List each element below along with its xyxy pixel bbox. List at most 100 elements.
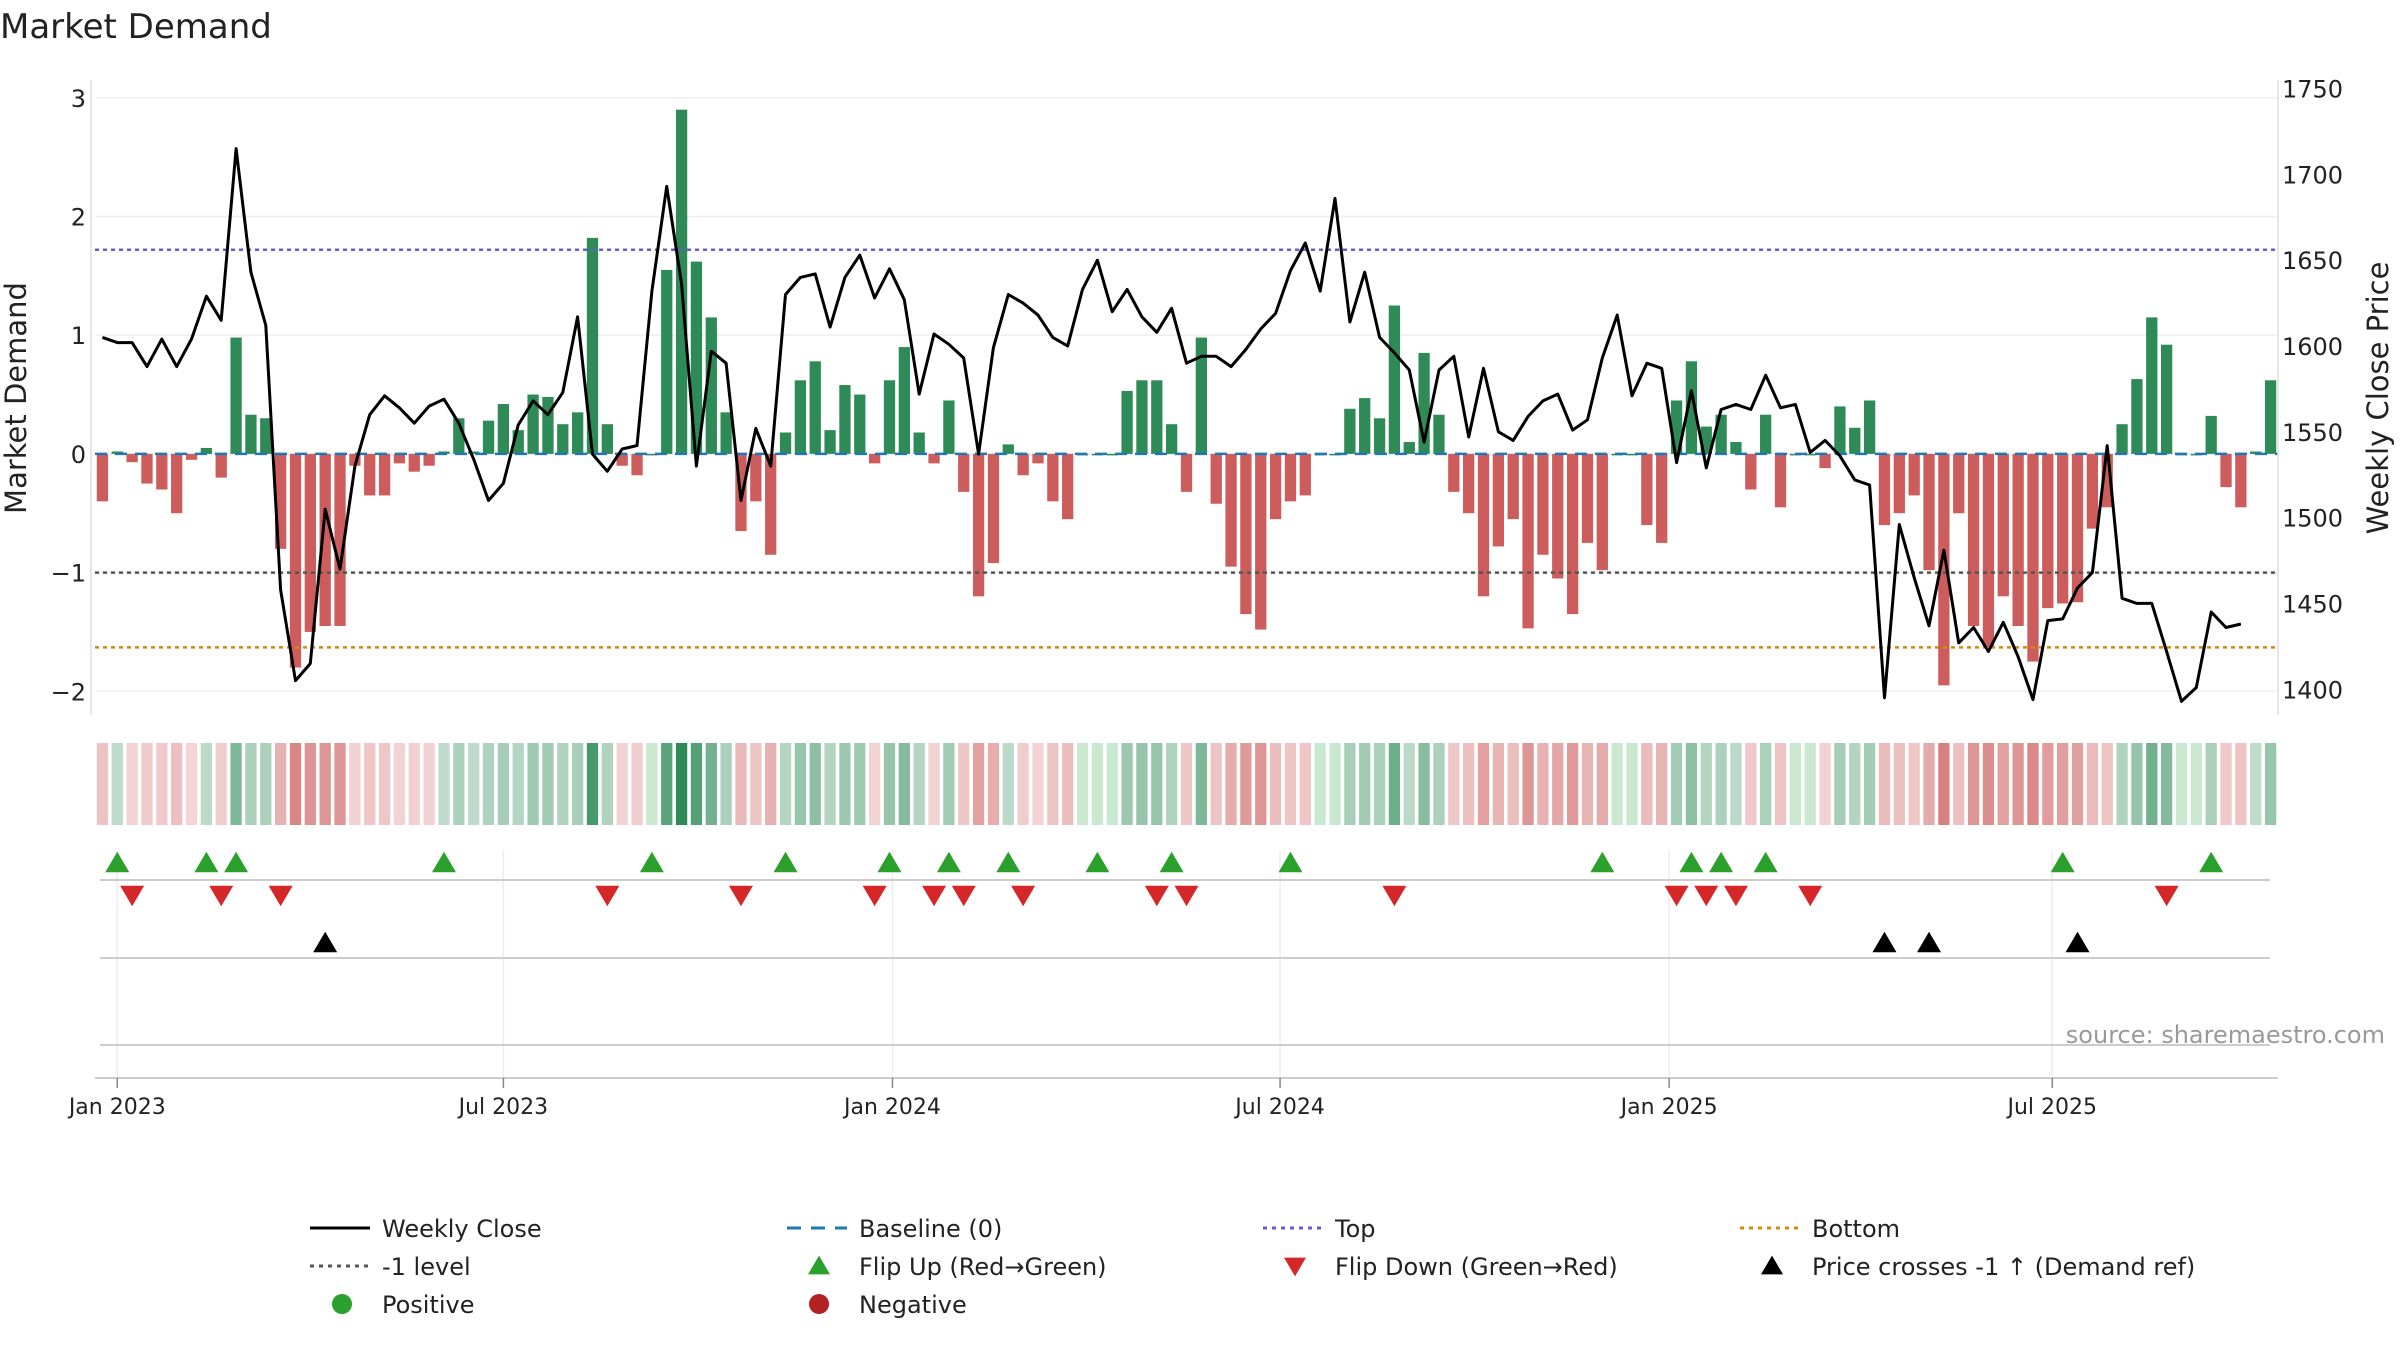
- flip-down-marker: [268, 885, 293, 907]
- demand-tint-cell: [2220, 743, 2232, 825]
- flip-up-marker: [2050, 851, 2075, 873]
- legend-label: Weekly Close: [382, 1215, 542, 1243]
- y2-axis-title: Weekly Close Price: [2361, 262, 2395, 535]
- y-tick-label: 3: [71, 85, 86, 113]
- demand-bar: [2220, 453, 2232, 488]
- legend-label: Negative: [859, 1291, 967, 1319]
- demand-bar: [1997, 453, 2009, 597]
- demand-tint-cell: [1091, 743, 1104, 825]
- demand-tint-cell: [1433, 743, 1445, 825]
- flip-down-marker: [209, 885, 234, 907]
- demand-tint-cell: [1121, 743, 1133, 825]
- y2-tick-label: 1600: [2282, 333, 2343, 361]
- demand-tint-cell: [1195, 743, 1207, 825]
- flip-down-marker: [1011, 885, 1036, 907]
- y-tick-label: 2: [71, 203, 86, 231]
- demand-bar: [1151, 380, 1163, 454]
- demand-tint-cell: [705, 743, 717, 825]
- demand-tint-cell: [111, 743, 123, 825]
- demand-bar: [2027, 453, 2039, 662]
- demand-bar: [1477, 453, 1490, 597]
- demand-tint-cell: [2160, 743, 2173, 825]
- demand-tint-cell: [2086, 743, 2099, 825]
- demand-tint-cell: [1299, 743, 1311, 825]
- demand-bar: [1106, 453, 1118, 456]
- demand-bar: [1255, 453, 1267, 630]
- y2-tick-label: 1750: [2282, 76, 2343, 104]
- demand-tint-cell: [1938, 743, 1950, 825]
- demand-tint-cell: [2235, 743, 2247, 825]
- demand-tint-cell: [2057, 743, 2069, 825]
- demand-tint-cell: [794, 743, 807, 825]
- demand-bar: [1507, 453, 1519, 520]
- demand-tint-cell: [1329, 743, 1341, 825]
- demand-tint-cell: [1210, 743, 1222, 825]
- demand-tint-cell: [304, 743, 316, 825]
- demand-tint-cell: [1982, 743, 1995, 825]
- flip-up-marker: [1159, 851, 1184, 873]
- x-tick-label: Jan 2024: [842, 1095, 941, 1120]
- demand-bar: [616, 453, 628, 466]
- demand-bar: [1403, 442, 1415, 454]
- demand-tint-cell: [1566, 743, 1579, 825]
- flip-up-marker: [1709, 851, 1734, 873]
- demand-tint-cell: [1849, 743, 1861, 825]
- demand-tint-cell: [972, 743, 985, 825]
- flip-up-marker: [105, 851, 130, 873]
- demand-tint-cell: [1670, 743, 1683, 825]
- demand-bar: [2042, 453, 2054, 609]
- demand-tint-cell: [1863, 743, 1876, 825]
- demand-bar: [1878, 453, 1891, 526]
- demand-tint-cell: [1507, 743, 1519, 825]
- demand-tint-cell: [378, 743, 391, 825]
- demand-tint-cell: [1967, 743, 1980, 825]
- demand-bar: [1982, 453, 1995, 648]
- demand-tint-cell: [571, 743, 584, 825]
- demand-bar: [260, 418, 272, 454]
- demand-bar: [1967, 453, 1980, 626]
- demand-tint-cell: [616, 743, 628, 825]
- demand-tint-cell: [1715, 743, 1727, 825]
- flip-down-marker: [595, 885, 620, 907]
- y-tick-label: −2: [51, 678, 86, 706]
- demand-tint-cell: [1641, 743, 1653, 825]
- x-tick-label: Jan 2025: [1619, 1095, 1718, 1120]
- demand-tint-cell: [765, 743, 777, 825]
- legend-swatch: [332, 1294, 352, 1314]
- demand-tint-cell: [1477, 743, 1490, 825]
- demand-bar: [1938, 453, 1950, 686]
- demand-bar: [1225, 453, 1237, 567]
- demand-bar: [1760, 414, 1772, 454]
- demand-tint-cell: [1774, 743, 1787, 825]
- demand-bar: [1047, 453, 1059, 502]
- demand-tint-cell: [675, 743, 688, 825]
- demand-tint-cell: [1908, 743, 1920, 825]
- y2-tick-label: 1650: [2282, 247, 2343, 275]
- y2-tick-label: 1400: [2282, 676, 2343, 704]
- flip-up-marker: [431, 851, 456, 873]
- demand-bar: [557, 424, 569, 454]
- demand-bar: [185, 453, 198, 460]
- demand-tint-cell: [898, 743, 910, 825]
- demand-bar: [2235, 453, 2247, 508]
- flip-up-marker: [1679, 851, 1704, 873]
- demand-tint-cell: [839, 743, 851, 825]
- demand-tint-cell: [646, 743, 658, 825]
- demand-tint-cell: [1611, 743, 1623, 825]
- demand-bar: [854, 394, 866, 454]
- legend-swatch: [1284, 1257, 1306, 1277]
- demand-tint-cell: [1314, 743, 1326, 825]
- x-tick-label: Jul 2025: [2006, 1095, 2098, 1120]
- demand-bar: [542, 396, 554, 454]
- demand-tint-cell: [1255, 743, 1267, 825]
- demand-tint-cell: [453, 743, 465, 825]
- demand-tint-cell: [987, 743, 1000, 825]
- flip-down-marker: [1664, 885, 1689, 907]
- demand-bar: [1596, 453, 1608, 571]
- flip-down-marker: [1798, 885, 1823, 907]
- demand-tint-cell: [2042, 743, 2054, 825]
- demand-tint-cell: [468, 743, 480, 825]
- demand-tint-cell: [2101, 743, 2113, 825]
- y-tick-label: 1: [71, 322, 86, 350]
